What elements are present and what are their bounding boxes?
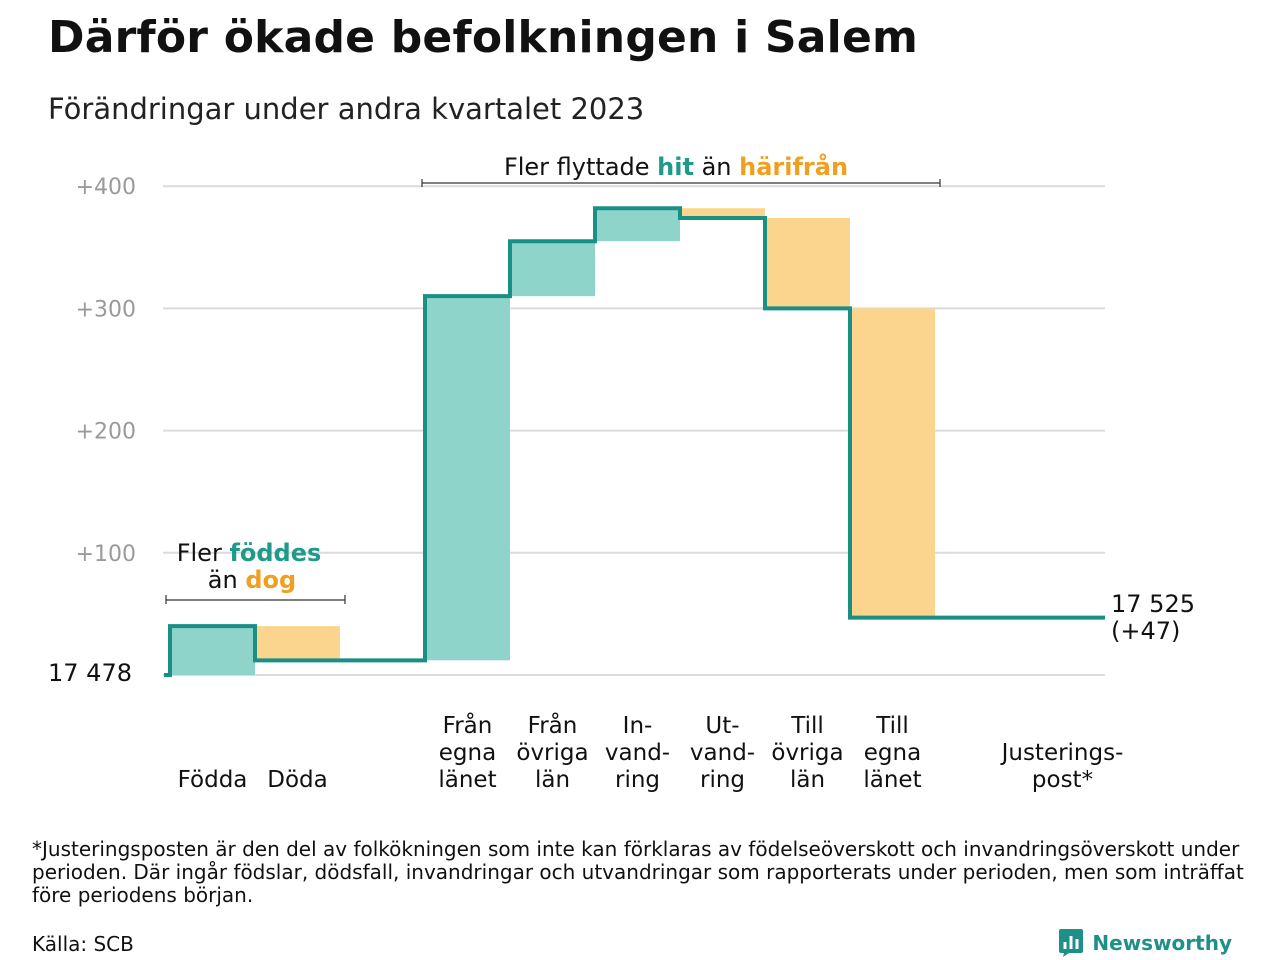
category-label: länet [863, 767, 921, 793]
cumulative-step-line [164, 206, 1105, 677]
bar-chart-logo-icon [1059, 929, 1084, 957]
chart-title: Därför ökade befolkningen i Salem [48, 12, 919, 63]
category-label: övriga [516, 740, 588, 766]
annotation-births-deaths-line2: än dog [208, 566, 296, 594]
category-label: länet [438, 767, 496, 793]
annotation-part: dog [245, 566, 296, 594]
end-value-label: 17 525 [1111, 590, 1195, 618]
decrease-bar [850, 308, 935, 618]
category-label: län [790, 767, 825, 793]
footnote: *Justeringsposten är den del av folkökni… [32, 837, 1244, 907]
category-label: Ut- [705, 713, 739, 739]
category-label: Till [875, 713, 909, 739]
category-label: Justerings- [1000, 740, 1124, 766]
annotation-part: Fler [177, 539, 230, 567]
y-tick-label: +200 [76, 420, 136, 445]
category-label: vand- [690, 740, 755, 766]
end-value-label: (+47) [1111, 617, 1180, 645]
category-label: vand- [605, 740, 670, 766]
category-label: ring [615, 767, 660, 793]
y-tick-label: +300 [76, 297, 136, 322]
annotation-part: hit [657, 153, 694, 181]
category-label: post* [1032, 767, 1093, 793]
increase-bar [170, 626, 255, 675]
category-label: Från [528, 711, 578, 739]
category-label: Födda [178, 767, 248, 793]
y-tick-label: +400 [76, 175, 136, 200]
increase-bar [510, 241, 595, 297]
annotation-part: härifrån [739, 152, 848, 181]
brand-logo: Newsworthy [1058, 928, 1232, 958]
annotation-part: Fler flyttade [504, 153, 657, 181]
annotation-births-deaths: Fler föddes [177, 539, 322, 567]
annotation-bracket [421, 179, 941, 187]
annotation-part: än [694, 153, 739, 181]
increase-bar [425, 296, 510, 661]
decrease-bar [765, 217, 850, 309]
category-label: In- [623, 713, 653, 739]
category-label: ring [700, 767, 745, 793]
decrease-bar [680, 208, 765, 218]
brand-name: Newsworthy [1092, 931, 1232, 955]
category-label: övriga [771, 740, 843, 766]
annotation-migration: Fler flyttade hit än härifrån [504, 152, 848, 181]
category-label: egna [864, 740, 921, 766]
decrease-bar [255, 626, 340, 661]
category-label: Till [790, 713, 824, 739]
category-label: Döda [267, 767, 327, 793]
category-label: län [535, 767, 570, 793]
category-label: Från [443, 711, 493, 739]
annotation-part: än [208, 566, 246, 594]
source-note: Källa: SCB [32, 932, 134, 956]
annotation-bracket [165, 595, 346, 604]
chart-subtitle: Förändringar under andra kvartalet 2023 [48, 92, 645, 126]
annotation-part: föddes [229, 539, 321, 567]
y-tick-label: +100 [76, 542, 136, 567]
start-value-label: 17 478 [48, 659, 132, 687]
increase-bar [595, 208, 680, 242]
category-label: egna [439, 740, 496, 766]
